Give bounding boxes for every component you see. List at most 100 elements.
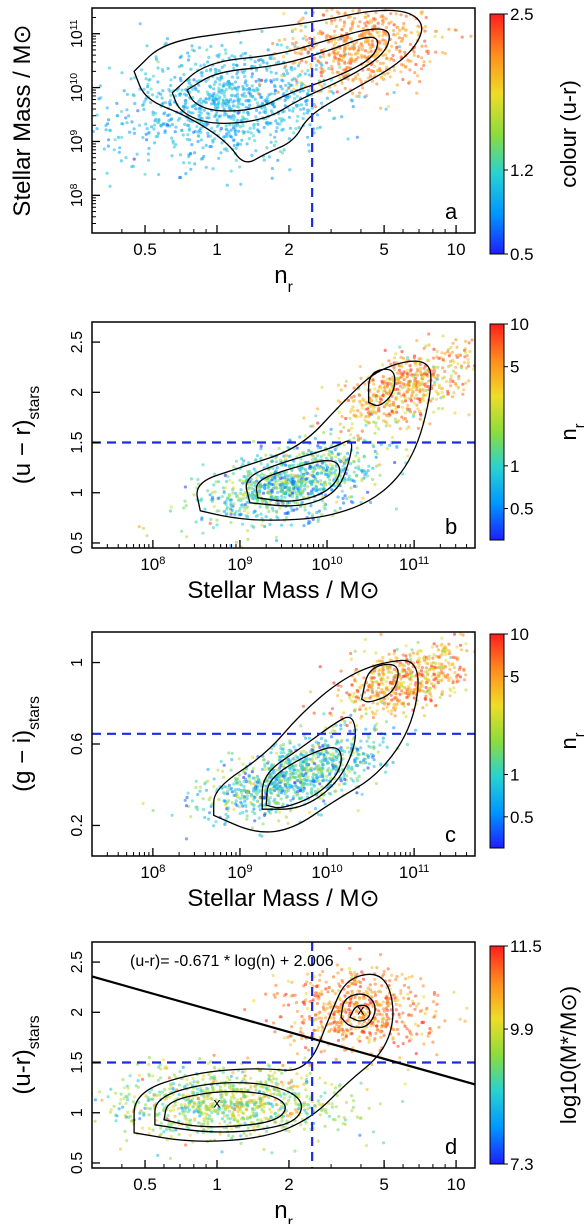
- scatter-point: [432, 348, 435, 351]
- scatter-point: [297, 775, 300, 778]
- scatter-point: [257, 92, 260, 95]
- scatter-point: [321, 761, 324, 764]
- scatter-point: [242, 71, 245, 74]
- scatter-point: [364, 728, 367, 731]
- scatter-point: [395, 48, 398, 51]
- scatter-point: [406, 391, 409, 394]
- scatter-point: [227, 751, 230, 754]
- scatter-point: [266, 778, 269, 781]
- scatter-point: [425, 656, 428, 659]
- scatter-point: [308, 150, 311, 153]
- scatter-point: [213, 137, 216, 140]
- scatter-point: [200, 71, 203, 74]
- scatter-point: [448, 668, 451, 671]
- scatter-point: [319, 752, 322, 755]
- scatter-point: [421, 689, 424, 692]
- scatter-point: [375, 4, 378, 7]
- scatter-point: [335, 501, 338, 504]
- scatter-point: [337, 437, 340, 440]
- scatter-point: [206, 60, 209, 63]
- scatter-point: [377, 34, 380, 37]
- scatter-point: [469, 35, 472, 38]
- scatter-point: [171, 123, 174, 126]
- scatter-point: [315, 485, 318, 488]
- scatter-point: [336, 755, 339, 758]
- scatter-point: [296, 119, 299, 122]
- scatter-point: [362, 27, 365, 30]
- scatter-point: [275, 787, 278, 790]
- scatter-point: [307, 775, 310, 778]
- scatter-point: [302, 117, 305, 120]
- scatter-point: [331, 729, 334, 732]
- scatter-point: [217, 106, 220, 109]
- scatter-point: [250, 65, 253, 68]
- scatter-point: [157, 92, 160, 95]
- scatter-point: [356, 383, 359, 386]
- scatter-point: [272, 1092, 275, 1095]
- scatter-point: [193, 151, 196, 154]
- scatter-point: [275, 510, 278, 513]
- scatter-point: [396, 372, 399, 375]
- scatter-point: [364, 16, 367, 19]
- scatter-point: [206, 489, 209, 492]
- scatter-point: [319, 665, 322, 668]
- scatter-point: [297, 52, 300, 55]
- scatter-point: [174, 130, 177, 133]
- scatter-point: [218, 95, 221, 98]
- scatter-point: [372, 741, 375, 744]
- scatter-point: [251, 826, 254, 829]
- scatter-point: [360, 479, 363, 482]
- scatter-point: [323, 743, 326, 746]
- scatter-point: [306, 69, 309, 72]
- scatter-point: [396, 686, 399, 689]
- scatter-point: [133, 102, 136, 105]
- scatter-point: [359, 761, 362, 764]
- colorbar: [490, 14, 504, 254]
- scatter-point: [401, 37, 404, 40]
- scatter-point: [461, 393, 464, 396]
- scatter-point: [179, 79, 182, 82]
- scatter-point: [400, 63, 403, 66]
- scatter-point: [388, 404, 391, 407]
- scatter-point: [286, 474, 289, 477]
- scatter-point: [388, 444, 391, 447]
- scatter-point: [285, 796, 288, 799]
- scatter-point: [311, 425, 314, 428]
- scatter-point: [350, 58, 353, 61]
- scatter-point: [163, 1088, 166, 1091]
- scatter-point: [294, 127, 297, 130]
- scatter-point: [448, 694, 451, 697]
- scatter-point: [196, 793, 199, 796]
- scatter-point: [137, 1079, 140, 1082]
- scatter-point: [348, 67, 351, 70]
- scatter-point: [166, 123, 169, 126]
- scatter-point: [223, 823, 226, 826]
- scatter-point: [242, 797, 245, 800]
- scatter-point: [371, 378, 374, 381]
- scatter-point: [305, 471, 308, 474]
- scatter-point: [316, 422, 319, 425]
- scatter-point: [146, 91, 149, 94]
- scatter-point: [332, 60, 335, 63]
- scatter-point: [241, 523, 244, 526]
- scatter-point: [156, 80, 159, 83]
- scatter-point: [375, 425, 378, 428]
- scatter-point: [235, 159, 238, 162]
- scatter-point: [304, 35, 307, 38]
- scatter-point: [461, 383, 464, 386]
- scatter-point: [340, 388, 343, 391]
- scatter-point: [208, 85, 211, 88]
- scatter-point: [246, 511, 249, 514]
- scatter-point: [275, 536, 278, 539]
- scatter-point: [280, 129, 283, 132]
- scatter-point: [418, 689, 421, 692]
- scatter-point: [355, 764, 358, 767]
- scatter-point: [216, 94, 219, 97]
- scatter-point: [168, 103, 171, 106]
- scatter-point: [384, 771, 387, 774]
- scatter-point: [337, 452, 340, 455]
- scatter-point: [365, 740, 368, 743]
- scatter-point: [136, 109, 139, 112]
- scatter-point: [406, 382, 409, 385]
- scatter-point: [335, 465, 338, 468]
